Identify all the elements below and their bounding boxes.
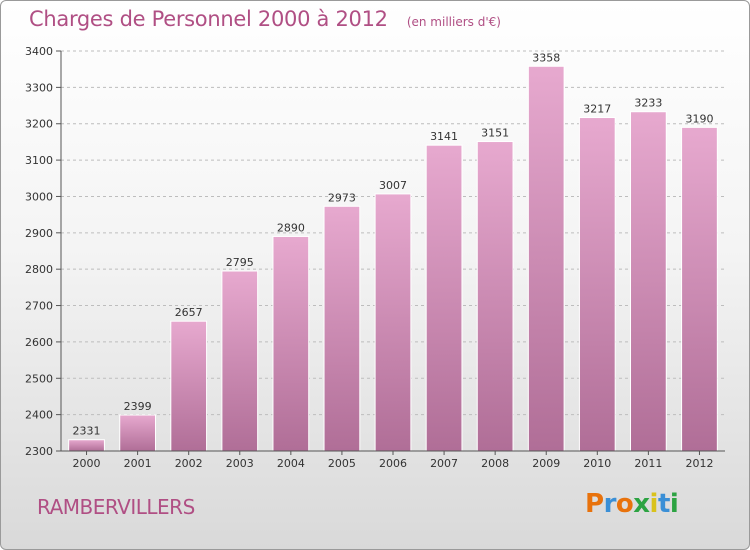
- y-tick-label: 2900: [25, 227, 53, 240]
- bar-value-label: 2973: [328, 191, 356, 204]
- logo-letter: t: [657, 489, 670, 519]
- proxiti-logo: Proxiti: [585, 489, 679, 519]
- bar: [681, 126, 718, 452]
- bar: [527, 65, 565, 452]
- logo-letter: o: [615, 489, 634, 519]
- x-tick-label: 2006: [379, 457, 407, 470]
- bar-value-label: 3217: [583, 103, 611, 116]
- x-tick-label: 2000: [73, 457, 101, 470]
- y-tick-label: 2600: [25, 336, 53, 349]
- x-tick-label: 2010: [583, 457, 611, 470]
- bar-value-label: 2657: [175, 306, 203, 319]
- y-tick-label: 2300: [25, 445, 53, 458]
- x-tick-label: 2005: [328, 457, 356, 470]
- bar: [374, 193, 412, 452]
- bar: [170, 320, 208, 452]
- bar-value-label: 2795: [226, 256, 254, 269]
- x-tick-label: 2012: [685, 457, 713, 470]
- chart-title: Charges de Personnel 2000 à 2012: [29, 7, 388, 31]
- bar: [476, 141, 514, 452]
- logo-letter: x: [633, 489, 650, 519]
- commune-name: RAMBERVILLERS: [37, 495, 195, 519]
- y-tick-label: 2700: [25, 300, 53, 313]
- x-tick-label: 2007: [430, 457, 458, 470]
- y-tick-label: 3400: [25, 45, 53, 58]
- bar-value-label: 2331: [73, 425, 101, 438]
- x-tick-label: 2001: [124, 457, 152, 470]
- bar-value-label: 3358: [532, 51, 560, 64]
- y-tick-label: 3200: [25, 118, 53, 131]
- chart-subtitle: (en milliers d'€): [406, 15, 501, 29]
- logo-letter: i: [669, 489, 679, 519]
- bar-value-label: 3233: [634, 97, 662, 110]
- axes: 2300 2400 2500 2600 2700 2800 2900 3000 3100 3200…: [25, 45, 725, 470]
- y-tick-label: 3000: [25, 190, 53, 203]
- bar-value-label: 3190: [685, 112, 713, 125]
- y-tick-label: 3300: [25, 81, 53, 94]
- bars: 2331 2399 2657 2795 2890 2973 3007 3141 3151 3358…: [68, 51, 718, 452]
- y-tick-label: 2400: [25, 409, 53, 422]
- bar-value-label: 3151: [481, 127, 509, 140]
- logo-letter: r: [603, 489, 617, 519]
- bar: [630, 111, 667, 452]
- bar: [323, 205, 361, 452]
- logo-letter: i: [649, 489, 659, 519]
- logo-letter: P: [585, 489, 604, 519]
- x-tick-label: 2002: [175, 457, 203, 470]
- x-tick-label: 2011: [634, 457, 662, 470]
- bar: [578, 117, 616, 452]
- bar: [221, 270, 259, 452]
- bar: [425, 144, 463, 452]
- y-tick-label: 2500: [25, 372, 53, 385]
- bar-value-label: 3007: [379, 179, 407, 192]
- bar-value-label: 3141: [430, 130, 458, 143]
- chart-header: Charges de Personnel 2000 à 2012 (en mil…: [29, 7, 501, 31]
- y-tick-label: 3100: [25, 154, 53, 167]
- y-tick-label: 2800: [25, 263, 53, 276]
- bar-value-label: 2890: [277, 221, 305, 234]
- x-tick-label: 2003: [226, 457, 254, 470]
- bar: [68, 439, 105, 452]
- bar: [119, 414, 156, 452]
- x-tick-label: 2004: [277, 457, 305, 470]
- x-tick-label: 2008: [481, 457, 509, 470]
- x-tick-label: 2009: [532, 457, 560, 470]
- bar-value-label: 2399: [124, 400, 152, 413]
- bar: [272, 235, 310, 452]
